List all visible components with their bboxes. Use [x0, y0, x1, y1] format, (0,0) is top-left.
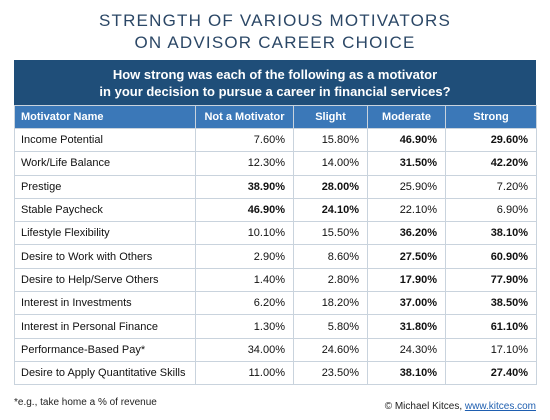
percent-cell: 37.00% — [367, 291, 446, 316]
percent-cell: 77.90% — [445, 267, 537, 293]
percent-cell: 7.60% — [195, 127, 294, 153]
percent-cell: 17.10% — [445, 337, 537, 362]
title-line: ON ADVISOR CAREER CHOICE — [134, 33, 416, 52]
percent-cell: 2.90% — [195, 244, 294, 269]
percent-cell: 6.90% — [445, 197, 537, 223]
percent-cell: 12.30% — [195, 151, 294, 176]
column-header: Motivator Name — [14, 105, 196, 129]
percent-cell: 15.50% — [293, 221, 368, 246]
table-row: Desire to Help/Serve Others 1.40% 2.80% 17.… — [14, 267, 537, 293]
percent-cell: 38.10% — [367, 360, 446, 386]
percent-cell: 8.60% — [293, 244, 368, 269]
percent-cell: 27.50% — [367, 244, 446, 269]
footnote: *e.g., take home a % of revenue — [14, 397, 157, 408]
table-wrap: How strong was each of the following as … — [14, 60, 537, 386]
percent-cell: 10.10% — [195, 221, 294, 246]
percent-cell: 5.80% — [293, 314, 368, 339]
table-row: Interest in Investments 6.20% 18.20% 37.00%… — [14, 291, 537, 316]
motivator-name: Income Potential — [14, 127, 196, 153]
percent-cell: 24.30% — [367, 337, 446, 362]
table-row: Stable Paycheck 46.90% 24.10% 22.10% 6.90% — [14, 197, 537, 223]
percent-cell: 38.90% — [195, 174, 294, 199]
table-row: Work/Life Balance 12.30% 14.00% 31.50% 42.20… — [14, 151, 537, 176]
title: STRENGTH OF VARIOUS MOTIVATORS ON ADVISO… — [0, 10, 550, 54]
percent-cell: 60.90% — [445, 244, 537, 269]
question-line: How strong was each of the following as … — [112, 67, 438, 82]
percent-cell: 38.50% — [445, 291, 537, 316]
motivator-name: Interest in Investments — [14, 291, 196, 316]
percent-cell: 23.50% — [293, 360, 368, 386]
percent-cell: 14.00% — [293, 151, 368, 176]
table-row: Desire to Apply Quantitative Skills 11.00… — [14, 360, 537, 386]
motivator-name: Work/Life Balance — [14, 151, 196, 176]
motivator-name: Performance-Based Pay* — [14, 337, 196, 362]
percent-cell: 31.80% — [367, 314, 446, 339]
percent-cell: 61.10% — [445, 314, 537, 339]
percent-cell: 46.90% — [195, 197, 294, 223]
motivator-name: Interest in Personal Finance — [14, 314, 196, 339]
percent-cell: 2.80% — [293, 267, 368, 293]
percent-cell: 15.80% — [293, 127, 368, 153]
header-row: Motivator Name Not a Motivator Slight Mo… — [14, 105, 537, 129]
percent-cell: 22.10% — [367, 197, 446, 223]
percent-cell: 11.00% — [195, 360, 294, 386]
credit-text: © Michael Kitces, — [384, 401, 465, 412]
table-body: Income Potential 7.60% 15.80% 46.90% 29.60% W… — [14, 127, 537, 386]
credit: © Michael Kitces, www.kitces.com — [385, 401, 536, 412]
percent-cell: 34.00% — [195, 337, 294, 362]
percent-cell: 24.60% — [293, 337, 368, 362]
question-banner: How strong was each of the following as … — [14, 60, 536, 105]
table-row: Prestige 38.90% 28.00% 25.90% 7.20% — [14, 174, 537, 199]
percent-cell: 24.10% — [293, 197, 368, 223]
motivator-name: Desire to Help/Serve Others — [14, 267, 196, 293]
motivator-name: Stable Paycheck — [14, 197, 196, 223]
percent-cell: 18.20% — [293, 291, 368, 316]
motivator-name: Desire to Work with Others — [14, 244, 196, 269]
percent-cell: 27.40% — [445, 360, 537, 386]
motivator-name: Desire to Apply Quantitative Skills — [14, 360, 196, 386]
table-row: Desire to Work with Others 2.90% 8.60% 27.5… — [14, 244, 537, 269]
question-line: in your decision to pursue a career in f… — [99, 84, 451, 99]
table: Motivator Name Not a Motivator Slight Mo… — [14, 105, 537, 386]
percent-cell: 46.90% — [367, 127, 446, 153]
percent-cell: 1.40% — [195, 267, 294, 293]
column-header: Not a Motivator — [195, 105, 294, 129]
percent-cell: 28.00% — [293, 174, 368, 199]
table-row: Income Potential 7.60% 15.80% 46.90% 29.60% — [14, 127, 537, 153]
percent-cell: 25.90% — [367, 174, 446, 199]
motivator-name: Lifestyle Flexibility — [14, 221, 196, 246]
percent-cell: 17.90% — [367, 267, 446, 293]
motivator-name: Prestige — [14, 174, 196, 199]
column-header: Moderate — [367, 105, 446, 129]
percent-cell: 36.20% — [367, 221, 446, 246]
percent-cell: 1.30% — [195, 314, 294, 339]
percent-cell: 7.20% — [445, 174, 537, 199]
table-row: Interest in Personal Finance 1.30% 5.80% 31… — [14, 314, 537, 339]
column-header: Slight — [293, 105, 368, 129]
percent-cell: 31.50% — [367, 151, 446, 176]
credit-link[interactable]: www.kitces.com — [464, 401, 536, 412]
percent-cell: 6.20% — [195, 291, 294, 316]
column-header: Strong — [445, 105, 537, 129]
table-row: Performance-Based Pay* 34.00% 24.60% 24.30%… — [14, 337, 537, 362]
table-row: Lifestyle Flexibility 10.10% 15.50% 36.20% 3… — [14, 221, 537, 246]
title-line: STRENGTH OF VARIOUS MOTIVATORS — [98, 11, 452, 30]
percent-cell: 38.10% — [445, 221, 537, 246]
percent-cell: 29.60% — [445, 127, 537, 153]
percent-cell: 42.20% — [445, 151, 537, 176]
